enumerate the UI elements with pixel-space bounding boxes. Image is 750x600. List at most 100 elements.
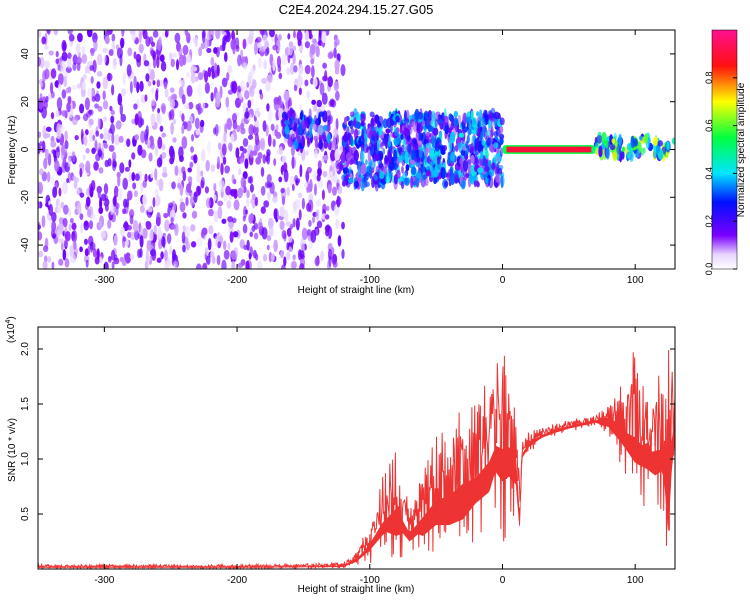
heatmap-cell <box>337 196 342 205</box>
heatmap-cell <box>296 30 303 42</box>
heatmap-cell <box>58 187 62 197</box>
heatmap-cell <box>210 164 215 173</box>
heatmap-cell <box>79 213 84 221</box>
heatmap-cell <box>50 112 55 120</box>
heatmap-cell <box>107 219 112 229</box>
heatmap-cell <box>471 117 478 128</box>
heatmap-cell <box>42 260 48 269</box>
heatmap-cell <box>291 156 295 170</box>
heatmap-cell <box>295 217 300 231</box>
heatmap-cell <box>314 256 320 267</box>
heatmap-cell <box>598 145 603 158</box>
heatmap-cell <box>298 209 302 221</box>
heatmap-cell <box>621 146 626 153</box>
heatmap-cell <box>182 171 187 182</box>
heatmap-cell <box>182 44 189 56</box>
heatmap-cell <box>432 154 439 165</box>
heatmap-cell <box>213 62 218 73</box>
heatmap-cell <box>184 103 190 109</box>
heatmap-cell <box>425 170 432 177</box>
heatmap-cell <box>268 225 274 237</box>
heatmap-cell <box>148 63 152 75</box>
heatmap-cell <box>166 260 172 267</box>
heatmap-cell <box>181 136 188 150</box>
heatmap-cell <box>173 260 178 269</box>
heatmap-cell <box>102 90 106 100</box>
heatmap-cell <box>223 131 227 143</box>
heatmap-cell <box>189 115 193 124</box>
heatmap-cell <box>386 117 392 129</box>
y-tick-label: 40 <box>20 48 31 60</box>
heatmap-cell <box>393 149 398 162</box>
heatmap-cell <box>341 248 345 259</box>
heatmap-cell <box>317 167 322 177</box>
heatmap-cell <box>255 253 259 261</box>
heatmap-cell <box>407 143 412 153</box>
heatmap-cell <box>394 128 399 137</box>
heatmap-cell <box>424 155 428 164</box>
heatmap-cell <box>400 181 405 190</box>
heatmap-cell <box>163 81 168 90</box>
heatmap-cell <box>326 205 330 212</box>
heatmap-cell <box>131 32 137 42</box>
heatmap-cell <box>70 253 77 264</box>
heatmap-cell <box>286 186 290 197</box>
heatmap-cell <box>61 144 66 156</box>
heatmap-cell <box>242 148 247 154</box>
heatmap-cell <box>485 177 489 184</box>
heatmap-cell <box>81 81 86 91</box>
heatmap-cell <box>226 165 231 172</box>
heatmap-cell <box>273 239 278 253</box>
heatmap-cell <box>129 80 133 94</box>
heatmap-cell <box>454 144 459 152</box>
heatmap-cell <box>133 190 138 198</box>
heatmap-cell <box>266 148 271 157</box>
heatmap-cell <box>144 260 149 269</box>
heatmap-cell <box>266 234 272 242</box>
heatmap-cell <box>142 179 147 189</box>
heatmap-cell <box>60 60 66 72</box>
heatmap-cell <box>200 170 204 177</box>
heatmap-cell <box>71 222 77 231</box>
heatmap-cell <box>322 124 329 132</box>
y-tick-label: 2.0 <box>20 342 31 356</box>
heatmap-cell <box>312 38 318 50</box>
heatmap-cell <box>68 33 75 42</box>
heatmap-cell <box>103 54 107 64</box>
heatmap-cell <box>470 142 474 153</box>
heatmap-cell <box>140 149 147 159</box>
heatmap-cell <box>77 202 82 215</box>
heatmap-cell <box>224 52 228 63</box>
heatmap-cell <box>85 147 90 154</box>
heatmap-cell <box>262 253 268 262</box>
heatmap-cell <box>145 36 151 47</box>
heatmap-cell <box>293 84 298 92</box>
heatmap-cell <box>43 255 48 263</box>
heatmap-cell <box>280 187 285 194</box>
heatmap-cell <box>434 140 440 152</box>
heatmap-cell <box>219 44 225 52</box>
heatmap-cell <box>200 119 205 128</box>
heatmap-cell <box>121 88 127 97</box>
heatmap-cell <box>449 131 456 144</box>
heatmap-cell <box>298 45 303 53</box>
heatmap-cell <box>196 237 203 248</box>
heatmap-cell <box>71 84 77 90</box>
heatmap-cell <box>64 231 71 242</box>
heatmap-cell <box>163 212 169 219</box>
heatmap-cell <box>110 115 115 124</box>
heatmap-cell <box>115 120 122 130</box>
spectrogram-y-label: Frequency (Hz) <box>7 116 18 185</box>
heatmap-cell <box>481 139 486 146</box>
heatmap-cell <box>265 81 271 92</box>
heatmap-cell <box>41 215 46 228</box>
heatmap-cell <box>327 133 331 144</box>
heatmap-cell <box>469 173 473 183</box>
heatmap-cell <box>97 105 103 112</box>
heatmap-cell <box>298 63 304 75</box>
heatmap-cell <box>620 150 625 161</box>
spectrogram-x-label: Height of straight line (km) <box>298 285 415 296</box>
heatmap-cell <box>475 157 479 167</box>
heatmap-cell <box>181 94 186 105</box>
heatmap-cell <box>226 71 230 81</box>
